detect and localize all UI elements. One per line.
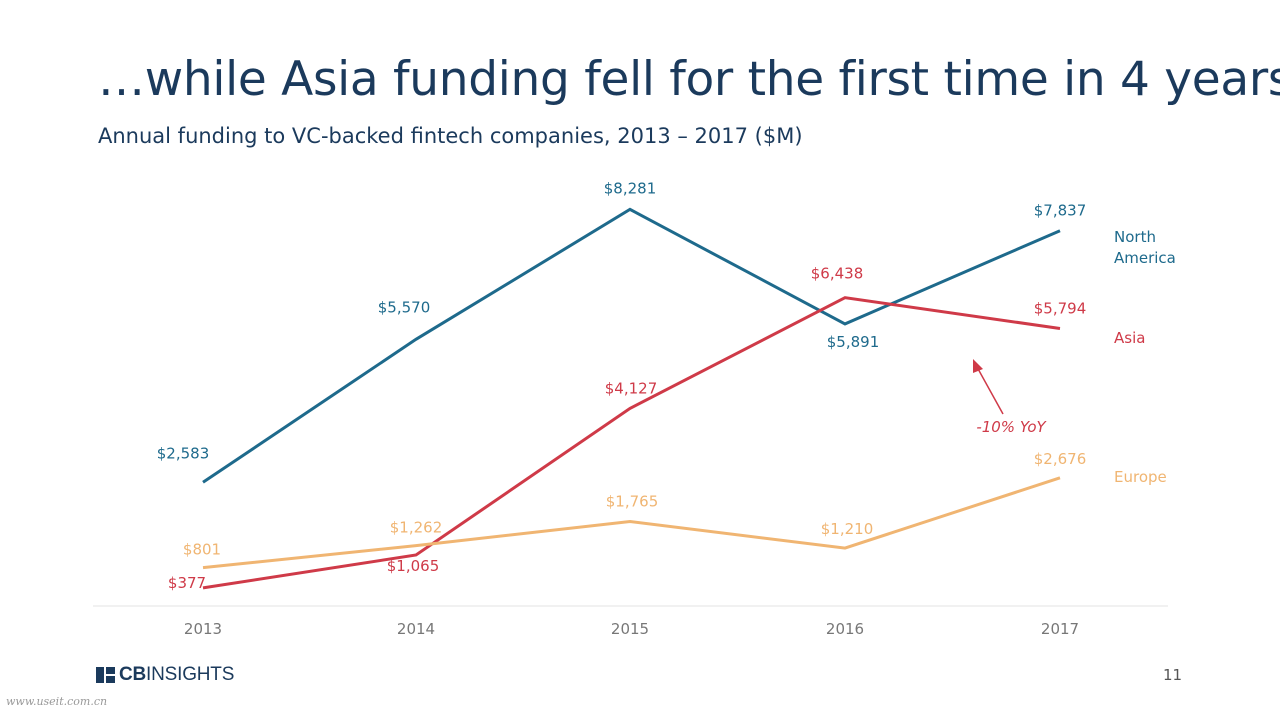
x-axis-ticks: 2013 2014 2015 2016 2017 — [184, 620, 1079, 638]
north-america-label-2013: $2,583 — [157, 444, 210, 462]
page-number: 11 — [1163, 666, 1183, 684]
europe-label-2015: $1,765 — [606, 492, 659, 510]
line-chart: 2013 2014 2015 2016 2017 $2,583$5,570$8,281$… — [93, 179, 1176, 638]
x-tick-2016: 2016 — [826, 620, 864, 638]
europe-label-2017: $2,676 — [1034, 450, 1087, 468]
asia-label-2017: $5,794 — [1034, 300, 1087, 318]
yoy-arrow-shaft — [976, 366, 1004, 415]
cbinsights-logo-mark — [96, 667, 115, 683]
asia-line — [202, 296, 1061, 590]
europe-line — [202, 476, 1061, 570]
yoy-annotation: -10% YoY — [976, 418, 1047, 436]
north-america-label-2017: $7,837 — [1034, 202, 1087, 220]
annotations: -10% YoY — [973, 359, 1048, 436]
north-america-line — [202, 207, 1061, 484]
series-lines — [202, 207, 1061, 590]
watermark-text: www.useit.com.cn — [6, 695, 108, 708]
europe-series-name: Europe — [1114, 468, 1167, 486]
data-labels: $2,583 $5,570 $8,281 $5,891 $7,837 North Ameri… — [157, 179, 1176, 592]
asia-label-2013: $377 — [168, 574, 206, 592]
north-america-label-2015: $8,281 — [604, 179, 657, 197]
asia-label-2015: $4,127 — [605, 379, 658, 397]
cbinsights-logo: CBINSIGHTS — [96, 664, 234, 686]
north-america-label-2014: $5,570 — [378, 298, 431, 316]
x-tick-2014: 2014 — [397, 620, 435, 638]
europe-label-2013: $801 — [183, 541, 221, 559]
cbinsights-logo-text: CBINSIGHTS — [119, 664, 235, 685]
asia-label-2016: $6,438 — [811, 265, 864, 283]
page-title: …while Asia funding fell for the first t… — [98, 52, 1280, 107]
x-tick-2013: 2013 — [184, 620, 222, 638]
page-subtitle: Annual funding to VC-backed fintech comp… — [98, 124, 803, 148]
north-america-label-2016: $5,891 — [827, 333, 880, 351]
x-tick-2017: 2017 — [1041, 620, 1079, 638]
x-tick-2015: 2015 — [611, 620, 649, 638]
europe-label-2016: $1,210 — [821, 520, 874, 538]
asia-label-2014: $1,065 — [387, 557, 440, 575]
yoy-arrow-head — [973, 359, 983, 373]
asia-series-name: Asia — [1114, 329, 1145, 347]
europe-label-2014: $1,262 — [390, 519, 443, 537]
north-america-series-name: North America — [1114, 228, 1176, 267]
